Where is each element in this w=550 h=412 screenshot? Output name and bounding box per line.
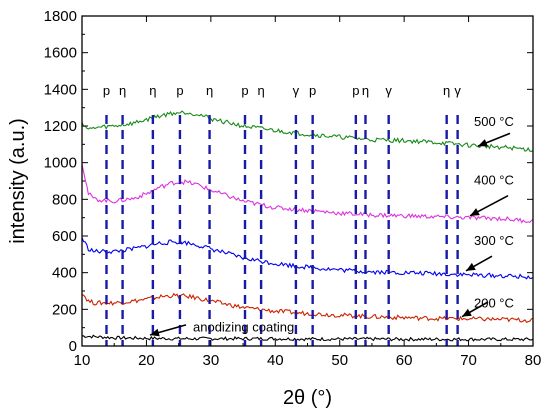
series-line [81, 237, 534, 280]
y-tick-label: 1600 [44, 45, 77, 62]
series-line [81, 110, 534, 152]
peak-marker-label: η [206, 83, 213, 98]
series-line [81, 292, 534, 323]
series-label: 400 °C [474, 173, 514, 188]
y-axis-title: intensity (a.u.) [7, 118, 29, 244]
peak-marker-label: γ [385, 83, 392, 98]
y-tick-label: 0 [69, 338, 77, 355]
peak-marker-label: η [119, 83, 126, 98]
series-label: anodizing coating [193, 319, 294, 334]
peak-marker-label: η [149, 83, 156, 98]
label-arrow-head [470, 208, 480, 216]
label-arrow-head [150, 328, 160, 337]
peak-marker-label: η [257, 83, 264, 98]
y-tick-label: 600 [52, 228, 77, 245]
y-tick-label: 200 [52, 301, 77, 318]
peak-marker-label: p [176, 83, 183, 98]
y-tick-label: 800 [52, 191, 77, 208]
x-axis-title: 2θ (°) [283, 387, 332, 409]
peak-marker-label: η [362, 83, 369, 98]
series-layer [81, 110, 534, 342]
x-tick-label: 20 [138, 352, 155, 369]
peak-marker-label: p [103, 83, 110, 98]
x-tick-label: 30 [203, 352, 220, 369]
x-tick-label: 50 [331, 352, 348, 369]
series-label: 300 °C [474, 233, 514, 248]
series-line [81, 334, 534, 342]
label-arrow-head [478, 139, 488, 147]
label-arrow-head [466, 262, 476, 271]
y-tick-label: 400 [52, 265, 77, 282]
label-arrow-head [462, 308, 472, 317]
x-tick-label: 60 [396, 352, 413, 369]
peak-marker-label: p [309, 83, 316, 98]
y-tick-label: 1200 [44, 118, 77, 135]
y-tick-label: 1800 [44, 8, 77, 25]
tick-layer: 10 20 30 40 50 60 70 80020040060080010001200140… [44, 8, 542, 369]
y-tick-label: 1400 [44, 81, 77, 98]
peak-marker-label: γ [454, 83, 461, 98]
peak-marker-label: γ [293, 83, 300, 98]
x-tick-label: 80 [525, 352, 542, 369]
x-tick-label: 70 [460, 352, 477, 369]
peak-marker-label: p [352, 83, 359, 98]
series-label-layer: 500 °C 400 °C 300 °C 200 °C anodizing coatin… [149, 114, 514, 337]
y-tick-label: 1000 [44, 155, 77, 172]
series-label: 500 °C [474, 114, 514, 129]
plot-frame [81, 15, 534, 347]
series-label: 200 °C [474, 296, 514, 311]
x-tick-label: 10 [74, 352, 91, 369]
x-tick-label: 40 [267, 352, 284, 369]
peak-marker-label: η [443, 83, 450, 98]
peak-marker-label: p [241, 83, 248, 98]
series-line [81, 164, 534, 224]
